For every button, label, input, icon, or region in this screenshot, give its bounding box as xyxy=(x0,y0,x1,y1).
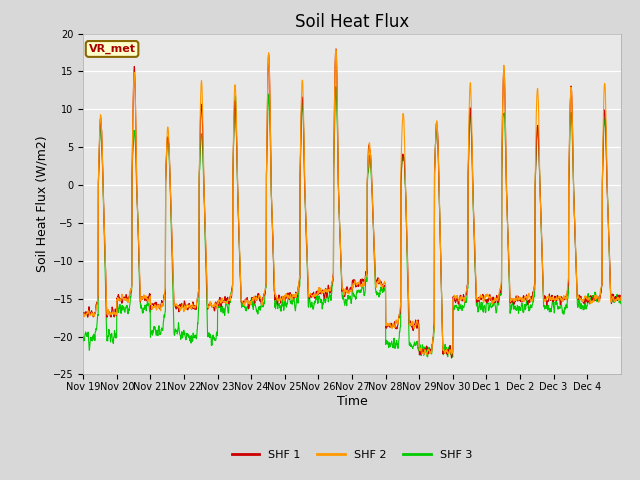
SHF 1 xyxy=(133,188,141,194)
X-axis label: Time: Time xyxy=(337,395,367,408)
Line: SHF 3: SHF 3 xyxy=(83,87,621,357)
Y-axis label: Soil Heat Flux (W/m2): Soil Heat Flux (W/m2) xyxy=(36,136,49,272)
SHF 3 xyxy=(249,303,257,309)
SHF 2 xyxy=(133,188,141,194)
SHF 3 xyxy=(133,191,141,197)
Line: SHF 1: SHF 1 xyxy=(83,49,621,358)
SHF 1 xyxy=(249,295,257,301)
Title: Soil Heat Flux: Soil Heat Flux xyxy=(295,12,409,31)
SHF 3 xyxy=(515,306,522,312)
SHF 1 xyxy=(610,292,618,298)
SHF 3 xyxy=(332,84,340,90)
SHF 1 xyxy=(332,46,340,52)
SHF 2 xyxy=(332,47,340,52)
SHF 1 xyxy=(385,323,392,328)
SHF 3 xyxy=(79,334,87,339)
SHF 3 xyxy=(617,301,625,307)
SHF 2 xyxy=(385,321,392,327)
SHF 2 xyxy=(610,296,618,301)
SHF 1 xyxy=(617,297,625,302)
SHF 2 xyxy=(79,310,87,316)
SHF 2 xyxy=(617,294,625,300)
Legend: SHF 1, SHF 2, SHF 3: SHF 1, SHF 2, SHF 3 xyxy=(227,445,477,464)
SHF 3 xyxy=(449,354,456,360)
Line: SHF 2: SHF 2 xyxy=(83,49,621,355)
SHF 3 xyxy=(610,297,618,303)
SHF 2 xyxy=(545,294,552,300)
SHF 1 xyxy=(515,294,522,300)
SHF 3 xyxy=(385,341,392,347)
SHF 2 xyxy=(515,296,522,302)
SHF 2 xyxy=(422,352,430,358)
SHF 2 xyxy=(249,297,257,303)
SHF 1 xyxy=(545,297,552,303)
SHF 1 xyxy=(79,311,87,316)
SHF 3 xyxy=(545,303,552,309)
SHF 1 xyxy=(448,355,456,361)
Text: VR_met: VR_met xyxy=(88,44,136,54)
